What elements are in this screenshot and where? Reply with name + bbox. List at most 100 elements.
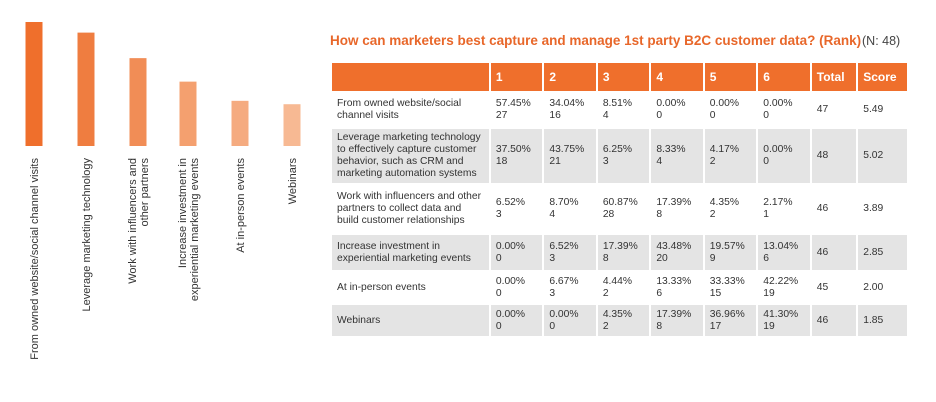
rank-cell: 4.17% 2 [704,127,759,183]
rank-cell: 0.00% 0 [490,303,545,336]
rank-cell: 2.17% 1 [758,183,812,233]
bar [231,100,249,146]
rank-percent: 0.00% [495,308,526,320]
header-cell-total: Total [811,63,859,91]
rank-cell: 33.33% 15 [704,270,759,303]
rank-cell: 8.33% 4 [651,127,705,183]
table-row: Leverage marketing technology to effecti… [332,127,907,183]
rank-cell: 36.96% 17 [704,303,759,336]
rank-cell: 6.52% 3 [544,233,598,270]
rank-cell: 0.00% 0 [758,127,812,183]
rank-percent: 13.33% [656,275,692,287]
rank-percent: 4.44% [602,275,633,287]
rank-percent: 0.00% [495,240,526,252]
total-cell: 45 [811,270,859,303]
rank-count: 3 [549,287,556,299]
total-cell: 46 [811,183,859,233]
header-cell-rank-1: 1 [490,63,545,91]
rank-count: 4 [549,209,556,220]
row-label: At in-person events [332,270,491,303]
rank-count: 1 [763,209,770,220]
rank-count: 20 [656,252,668,264]
rank-count: 27 [495,110,508,121]
bar-category-label: Webinars [287,158,299,205]
rank-count: 8 [602,252,609,264]
rank-count: 18 [495,156,508,167]
rank-count: 6 [656,287,663,299]
total-cell: 46 [811,303,859,336]
score-cell: 2.00 [858,270,907,303]
row-label: Webinars [332,303,491,336]
rank-cell: 43.75% 21 [544,127,598,183]
rank-cell: 60.87% 28 [597,183,652,233]
table-row: From owned website/social channel visits… [332,91,907,127]
total-cell: 47 [811,91,859,127]
rank-count: 19 [763,287,775,299]
rank-percent: 60.87% [602,197,638,208]
rank-percent: 8.70% [549,197,579,208]
header-cell-rank-5: 5 [704,63,759,91]
rank-count: 3 [495,209,502,220]
rank-count: 0 [495,252,502,264]
bar [25,22,43,146]
header-cell-rank-6: 6 [758,63,812,91]
score-cell: 3.89 [858,183,907,233]
rank-cell: 37.50% 18 [490,127,545,183]
rank-percent: 34.04% [549,98,585,109]
rank-cell: 0.00% 0 [490,233,545,270]
rank-percent: 17.39% [656,197,692,208]
rank-count: 0 [495,287,502,299]
rank-count: 8 [656,209,663,220]
rank-cell: 4.35% 2 [597,303,652,336]
table-row: At in-person events 0.00% 0 6.67% 3 4.44% 2 13.… [332,270,907,303]
rank-percent: 17.39% [602,240,638,252]
rank-cell: 0.00% 0 [704,91,759,127]
row-label: Leverage marketing technology to effecti… [332,127,491,183]
rank-cell: 19.57% 9 [704,233,759,270]
rank-percent: 0.00% [709,98,739,109]
bar-category-label: From owned website/social channel visits [29,158,41,360]
rank-count: 17 [709,320,722,332]
rank-percent: 13.04% [763,240,799,252]
header-cell-rank-3: 3 [597,63,652,91]
rank-percent: 37.50% [495,144,531,155]
table-row: Webinars 0.00% 0 0.00% 0 4.35% 2 17.39% 8 36.96% 1… [332,303,907,336]
row-label: From owned website/social channel visits [332,91,491,127]
rank-percent: 0.00% [763,98,793,109]
rank-count: 2 [602,320,609,332]
score-cell: 1.85 [858,303,907,336]
rank-count: 2 [602,287,609,299]
rank-cell: 4.44% 2 [597,270,652,303]
rank-cell: 17.39% 8 [651,183,705,233]
bar-category-label: Leverage marketing technology [81,158,93,312]
rank-count: 4 [656,156,663,167]
rank-cell: 43.48% 20 [651,233,705,270]
rank-cell: 0.00% 0 [651,91,705,127]
rank-cell: 8.70% 4 [544,183,598,233]
rank-percent: 8.33% [656,144,686,155]
score-cell: 5.49 [858,91,907,127]
rank-percent: 0.00% [656,98,686,109]
score-bar-chart: From owned website/social channel visits… [25,22,301,360]
rank-count: 28 [602,209,615,220]
rank-count: 4 [602,110,609,121]
rank-percent: 8.51% [602,98,633,109]
table-row: Work with influencers and other partners… [332,183,907,233]
rank-cell: 34.04% 16 [544,91,598,127]
score-cell: 2.85 [858,233,907,270]
rank-percent: 6.25% [602,144,633,155]
rank-count: 6 [763,252,770,264]
rank-percent: 6.67% [549,275,579,287]
rank-percent: 0.00% [549,308,579,320]
rank-cell: 0.00% 0 [490,270,545,303]
rank-count: 8 [656,320,663,332]
header-row: 1 2 3 4 5 6 Total Score [332,63,907,91]
rank-percent: 19.57% [709,240,745,252]
rank-percent: 4.35% [602,308,633,320]
rank-percent: 33.33% [709,275,745,287]
rank-percent: 43.75% [549,144,585,155]
rank-cell: 4.35% 2 [704,183,759,233]
total-cell: 48 [811,127,859,183]
rank-percent: 2.17% [763,197,793,208]
table-title: How can marketers best capture and manag… [330,33,862,48]
